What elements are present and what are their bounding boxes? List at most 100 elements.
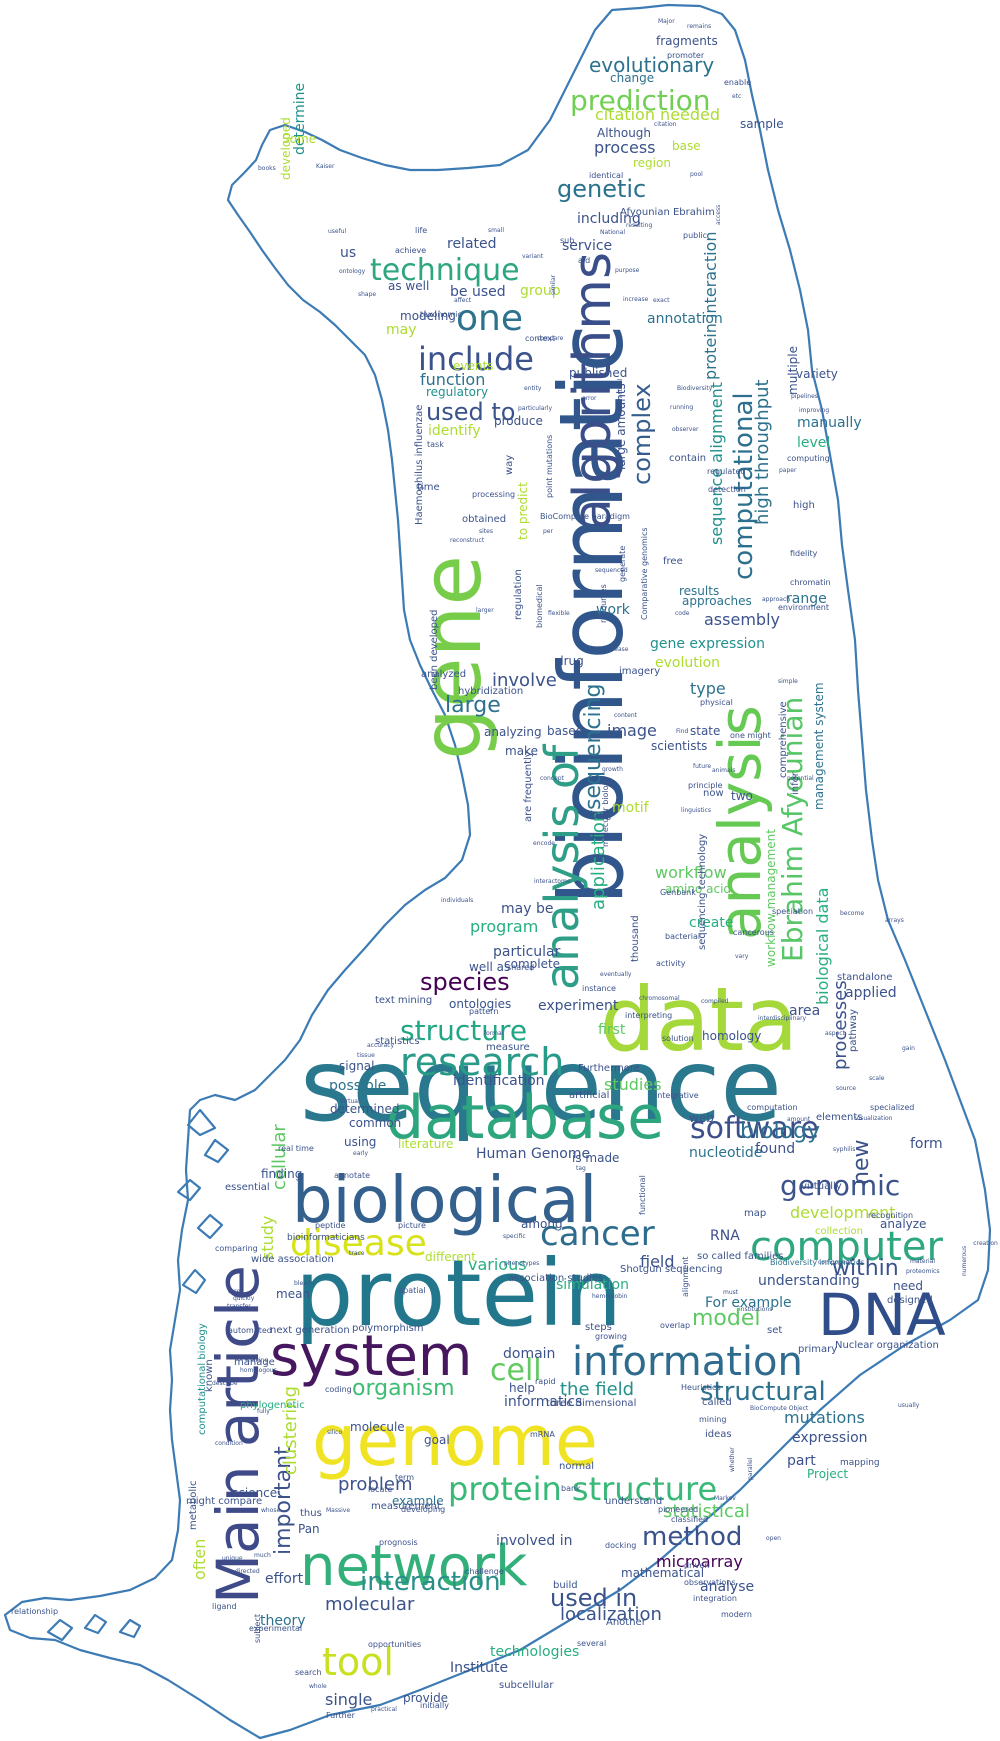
word-hybridization: hybridization	[458, 686, 523, 697]
word-point-mutations: point mutations	[545, 435, 554, 498]
word-sequence: sequence	[300, 1027, 782, 1144]
word-understand: understand	[605, 1496, 662, 1507]
word-free: free	[663, 556, 683, 567]
word-standalone: standalone	[837, 972, 892, 983]
word-manually: manually	[797, 415, 862, 431]
word-gene-expression: gene expression	[650, 636, 765, 652]
word-computing: computing	[787, 454, 830, 463]
word-functional: functional	[638, 1175, 647, 1215]
word-early: early	[353, 1150, 369, 1157]
word-environment: environment	[778, 603, 829, 612]
word-classified: classified	[671, 1515, 708, 1524]
word-tissue: tissue	[357, 1052, 375, 1059]
word-cloud-words: bioinformatic sequence protein data gene biol…	[11, 18, 998, 1720]
word-part: part	[787, 1453, 816, 1469]
word-particularly: particularly	[518, 405, 553, 412]
word-processing: processing	[472, 490, 515, 499]
word-research: research	[400, 1040, 564, 1084]
word-developing: developing	[401, 1505, 445, 1514]
word-us: us	[340, 245, 356, 261]
word-state: state	[690, 724, 720, 738]
word-citation: citation	[654, 121, 677, 128]
word-structural: structural	[700, 1377, 826, 1407]
word-need: need	[893, 1279, 923, 1293]
word-including: including	[577, 211, 641, 227]
word-arrays: arrays	[885, 917, 904, 924]
word-imagery: imagery	[619, 666, 660, 677]
word-massive: Massive	[326, 1507, 350, 1514]
word-essential: essential	[225, 1182, 270, 1193]
word-pioneered: pioneered	[658, 1505, 698, 1514]
word-text-mining: text mining	[375, 995, 432, 1006]
word-three-dimensional: three dimensional	[546, 1398, 636, 1409]
word-phenotypes: phenotypes	[504, 1260, 539, 1267]
word-expression: expression	[792, 1430, 868, 1446]
word-shotgun-sequencing: Shotgun sequencing	[620, 1264, 722, 1275]
word-high: high	[793, 500, 815, 511]
word-approach: approach	[762, 596, 790, 603]
word-be-used: be used	[450, 284, 506, 300]
word-identification: identification	[453, 1073, 545, 1089]
word-shared: shared	[507, 963, 534, 972]
word-variant: variant	[522, 253, 544, 260]
word-provide: provide	[403, 1691, 448, 1705]
word-ligand: ligand	[212, 1602, 237, 1611]
word-cellular: cellular	[269, 1124, 290, 1190]
word-molecule: molecule	[350, 1420, 405, 1434]
word-annotate: annotate	[334, 1171, 370, 1180]
word-activity: activity	[656, 959, 686, 968]
word-pool: pool	[690, 171, 703, 178]
word-recognition: recognition	[868, 1211, 913, 1220]
word-component: component	[818, 1259, 853, 1266]
word-comprehensive: comprehensive	[778, 701, 789, 778]
word-purpose: purpose	[615, 267, 640, 274]
word-way: way	[504, 455, 515, 475]
word-network: network	[300, 1534, 528, 1599]
word-evolution: evolution	[655, 655, 720, 671]
word-accuracy: accuracy	[367, 1042, 395, 1049]
word-studies: studies	[604, 1075, 662, 1094]
word-find: Find	[676, 728, 688, 735]
word-workflow: workflow	[655, 863, 727, 882]
word-system: system	[270, 1324, 472, 1389]
word-interaction: interaction	[360, 1567, 501, 1597]
word-one-might: one might	[730, 731, 771, 740]
word-identify: identify	[428, 423, 481, 439]
word-field: field	[640, 1252, 675, 1271]
word-algorithms: algorithms	[563, 252, 623, 530]
word-analysis: analysis	[706, 705, 774, 940]
word-range: range	[786, 591, 827, 607]
word-sequencing: sequencing	[581, 684, 606, 811]
word-experimental: experimental	[249, 1624, 302, 1633]
word-protein-structure: protein structure	[448, 1470, 717, 1508]
word-first: first	[598, 1022, 626, 1038]
word-bleach: bleach	[294, 1280, 314, 1287]
word-amino-acid: amino acid	[665, 882, 731, 896]
word-context: context	[525, 334, 555, 343]
word-nucleotide: nucleotide	[689, 1145, 762, 1161]
word-elements: elements	[816, 1112, 862, 1123]
word-results: results	[679, 584, 719, 598]
word-much: much	[254, 1552, 271, 1559]
word-mining: mining	[699, 1415, 726, 1424]
word-species: species	[420, 968, 510, 996]
word-process: process	[594, 138, 655, 157]
word-sub: sub	[560, 236, 574, 245]
word-reconstruct: reconstruct	[450, 537, 485, 544]
word-method: method	[642, 1522, 742, 1552]
word-scale: scale	[869, 1075, 885, 1082]
word-instance: instance	[582, 984, 616, 993]
word-running: running	[670, 404, 693, 411]
word-chromatin: chromatin	[790, 578, 831, 587]
word-initially: initially	[420, 1701, 449, 1710]
word-workflow-management: workflow management	[764, 829, 778, 967]
word-resulting: resulting	[626, 222, 652, 229]
word-time: time	[417, 482, 440, 493]
word-microarray: microarray	[656, 1552, 743, 1571]
word-analyze: analyze	[880, 1217, 926, 1231]
word-been-developed: been developed	[429, 610, 440, 690]
word-genetic: genetic	[557, 175, 646, 203]
word-increase: increase	[623, 296, 649, 303]
word-institute: Institute	[450, 1660, 508, 1676]
word-contain: contain	[669, 453, 706, 464]
